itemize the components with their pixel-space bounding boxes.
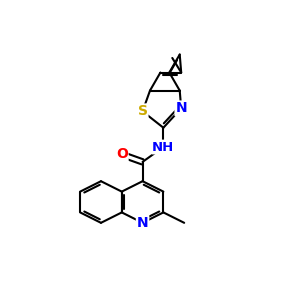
Text: N: N [137, 216, 148, 230]
Text: N: N [176, 101, 187, 116]
Text: NH: NH [152, 140, 175, 154]
Text: O: O [116, 148, 128, 161]
Text: S: S [138, 104, 148, 118]
